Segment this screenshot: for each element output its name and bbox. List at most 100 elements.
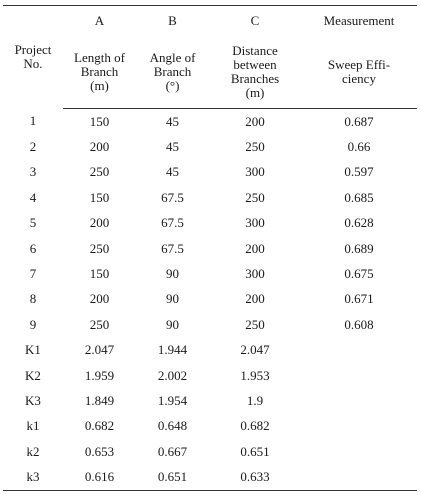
- distance-value: 1.9: [246, 392, 264, 408]
- table-row: 4 150 67.5 250 0.685: [3, 185, 417, 210]
- sweep-efficiency-value: [301, 388, 417, 413]
- length-value: 250: [89, 164, 110, 180]
- table-row: k1 0.682 0.648 0.682: [3, 414, 417, 439]
- sub-header-row: Length of Branch (m) Angle of Branch (°)…: [3, 35, 417, 109]
- distance-value: 250: [245, 139, 265, 155]
- angle-value: 67.5: [161, 240, 184, 256]
- table-row: 5 200 67.5 300 0.628: [3, 211, 417, 236]
- table-row: 7 150 90 300 0.675: [3, 261, 417, 286]
- length-value: 150: [89, 189, 110, 205]
- row-label: k1: [26, 418, 40, 434]
- sub-header-angle: Angle of Branch (°): [136, 35, 209, 109]
- sweep-efficiency-value: 0.687: [344, 113, 374, 129]
- distance-value: 0.651: [240, 443, 270, 459]
- length-value: 250: [89, 316, 110, 332]
- length-value: 0.616: [63, 464, 136, 491]
- row-label: K3: [25, 392, 41, 408]
- table-row: k3 0.616 0.651 0.633: [3, 464, 417, 491]
- distance-value: 200: [245, 113, 265, 129]
- distance-value: 300: [245, 164, 265, 180]
- distance-value: 250: [245, 316, 265, 332]
- length-value: 0.682: [84, 418, 115, 434]
- row-label: k3: [3, 464, 63, 491]
- length-value: 2.047: [84, 342, 115, 358]
- row-label: 9: [29, 316, 37, 332]
- table-row: 3 250 45 300 0.597: [3, 160, 417, 185]
- table-row: 9 250 90 250 0.608: [3, 312, 417, 337]
- distance-value: 0.633: [209, 464, 301, 491]
- sub-header-length: Length of Branch (m): [63, 35, 136, 109]
- angle-value: 0.648: [157, 418, 188, 434]
- angle-value: 45: [166, 164, 179, 180]
- length-value: 1.959: [84, 367, 115, 383]
- row-label: K1: [25, 342, 41, 358]
- angle-value: 0.651: [136, 464, 209, 491]
- table-row: K3 1.849 1.954 1.9: [3, 388, 417, 413]
- row-label: k2: [26, 443, 40, 459]
- distance-value: 300: [245, 266, 265, 282]
- angle-value: 67.5: [161, 215, 184, 231]
- table-row: K1 2.047 1.944 2.047: [3, 338, 417, 363]
- sweep-efficiency-value: 0.66: [347, 139, 371, 155]
- row-label: 3: [29, 164, 37, 180]
- sweep-efficiency-value: 0.675: [344, 266, 374, 282]
- table-row: 1 150 45 200 0.687: [3, 109, 417, 135]
- table-row: 6 250 67.5 200 0.689: [3, 236, 417, 261]
- column-header-c: C: [209, 5, 301, 35]
- sub-header-distance: Distance between Branches (m): [209, 35, 301, 109]
- length-value: 150: [89, 266, 110, 282]
- row-label: 6: [29, 240, 37, 256]
- distance-value: 1.953: [240, 367, 270, 383]
- angle-value: 90: [166, 291, 179, 307]
- table-row: 2 200 45 250 0.66: [3, 134, 417, 159]
- angle-value: 1.954: [157, 392, 188, 408]
- column-header-measurement: Measurement: [301, 5, 417, 35]
- length-value: 200: [89, 291, 110, 307]
- sweep-efficiency-value: [301, 464, 417, 491]
- row-label: 7: [29, 266, 37, 282]
- angle-value: 67.5: [161, 189, 184, 205]
- sweep-efficiency-value: [301, 414, 417, 439]
- table-row: 8 200 90 200 0.671: [3, 287, 417, 312]
- distance-value: 2.047: [240, 342, 270, 358]
- sweep-efficiency-value: 0.597: [344, 164, 374, 180]
- length-value: 0.653: [84, 443, 115, 459]
- sweep-efficiency-value: 0.689: [344, 240, 374, 256]
- sweep-efficiency-value: 0.608: [344, 316, 374, 332]
- length-value: 200: [89, 139, 110, 155]
- distance-value: 0.682: [240, 418, 270, 434]
- angle-value: 2.002: [157, 367, 188, 383]
- sweep-efficiency-value: [301, 439, 417, 464]
- length-value: 250: [89, 240, 110, 256]
- column-header-b: B: [136, 5, 209, 35]
- column-header-a: A: [63, 5, 136, 35]
- letter-header-row: Project No. A B C Measurement: [3, 5, 417, 109]
- orthogonal-test-table: Project No. A B C Measurement Length of …: [3, 5, 417, 491]
- angle-value: 45: [166, 113, 179, 129]
- table-row: K2 1.959 2.002 1.953: [3, 363, 417, 388]
- length-value: 200: [89, 215, 110, 231]
- row-label: 4: [29, 189, 37, 205]
- sub-header-sweep-efficiency: Sweep Effi- ciency: [301, 35, 417, 109]
- row-label: 2: [29, 139, 37, 155]
- angle-value: 1.944: [157, 342, 188, 358]
- length-value: 1.849: [84, 392, 115, 408]
- project-no-header: Project No.: [3, 5, 63, 109]
- length-value: 150: [89, 113, 110, 129]
- row-label: K2: [25, 367, 41, 383]
- row-label: 1: [29, 113, 37, 129]
- angle-value: 90: [166, 316, 179, 332]
- sweep-efficiency-value: [301, 363, 417, 388]
- angle-value: 45: [166, 139, 179, 155]
- angle-value: 90: [166, 266, 179, 282]
- distance-value: 200: [245, 240, 265, 256]
- row-label: 5: [29, 215, 37, 231]
- distance-value: 250: [245, 189, 265, 205]
- row-label: 8: [29, 291, 37, 307]
- distance-value: 300: [245, 215, 265, 231]
- angle-value: 0.667: [157, 443, 188, 459]
- sweep-efficiency-value: 0.671: [344, 291, 374, 307]
- sweep-efficiency-value: 0.685: [344, 189, 374, 205]
- sweep-efficiency-value: 0.628: [344, 215, 374, 231]
